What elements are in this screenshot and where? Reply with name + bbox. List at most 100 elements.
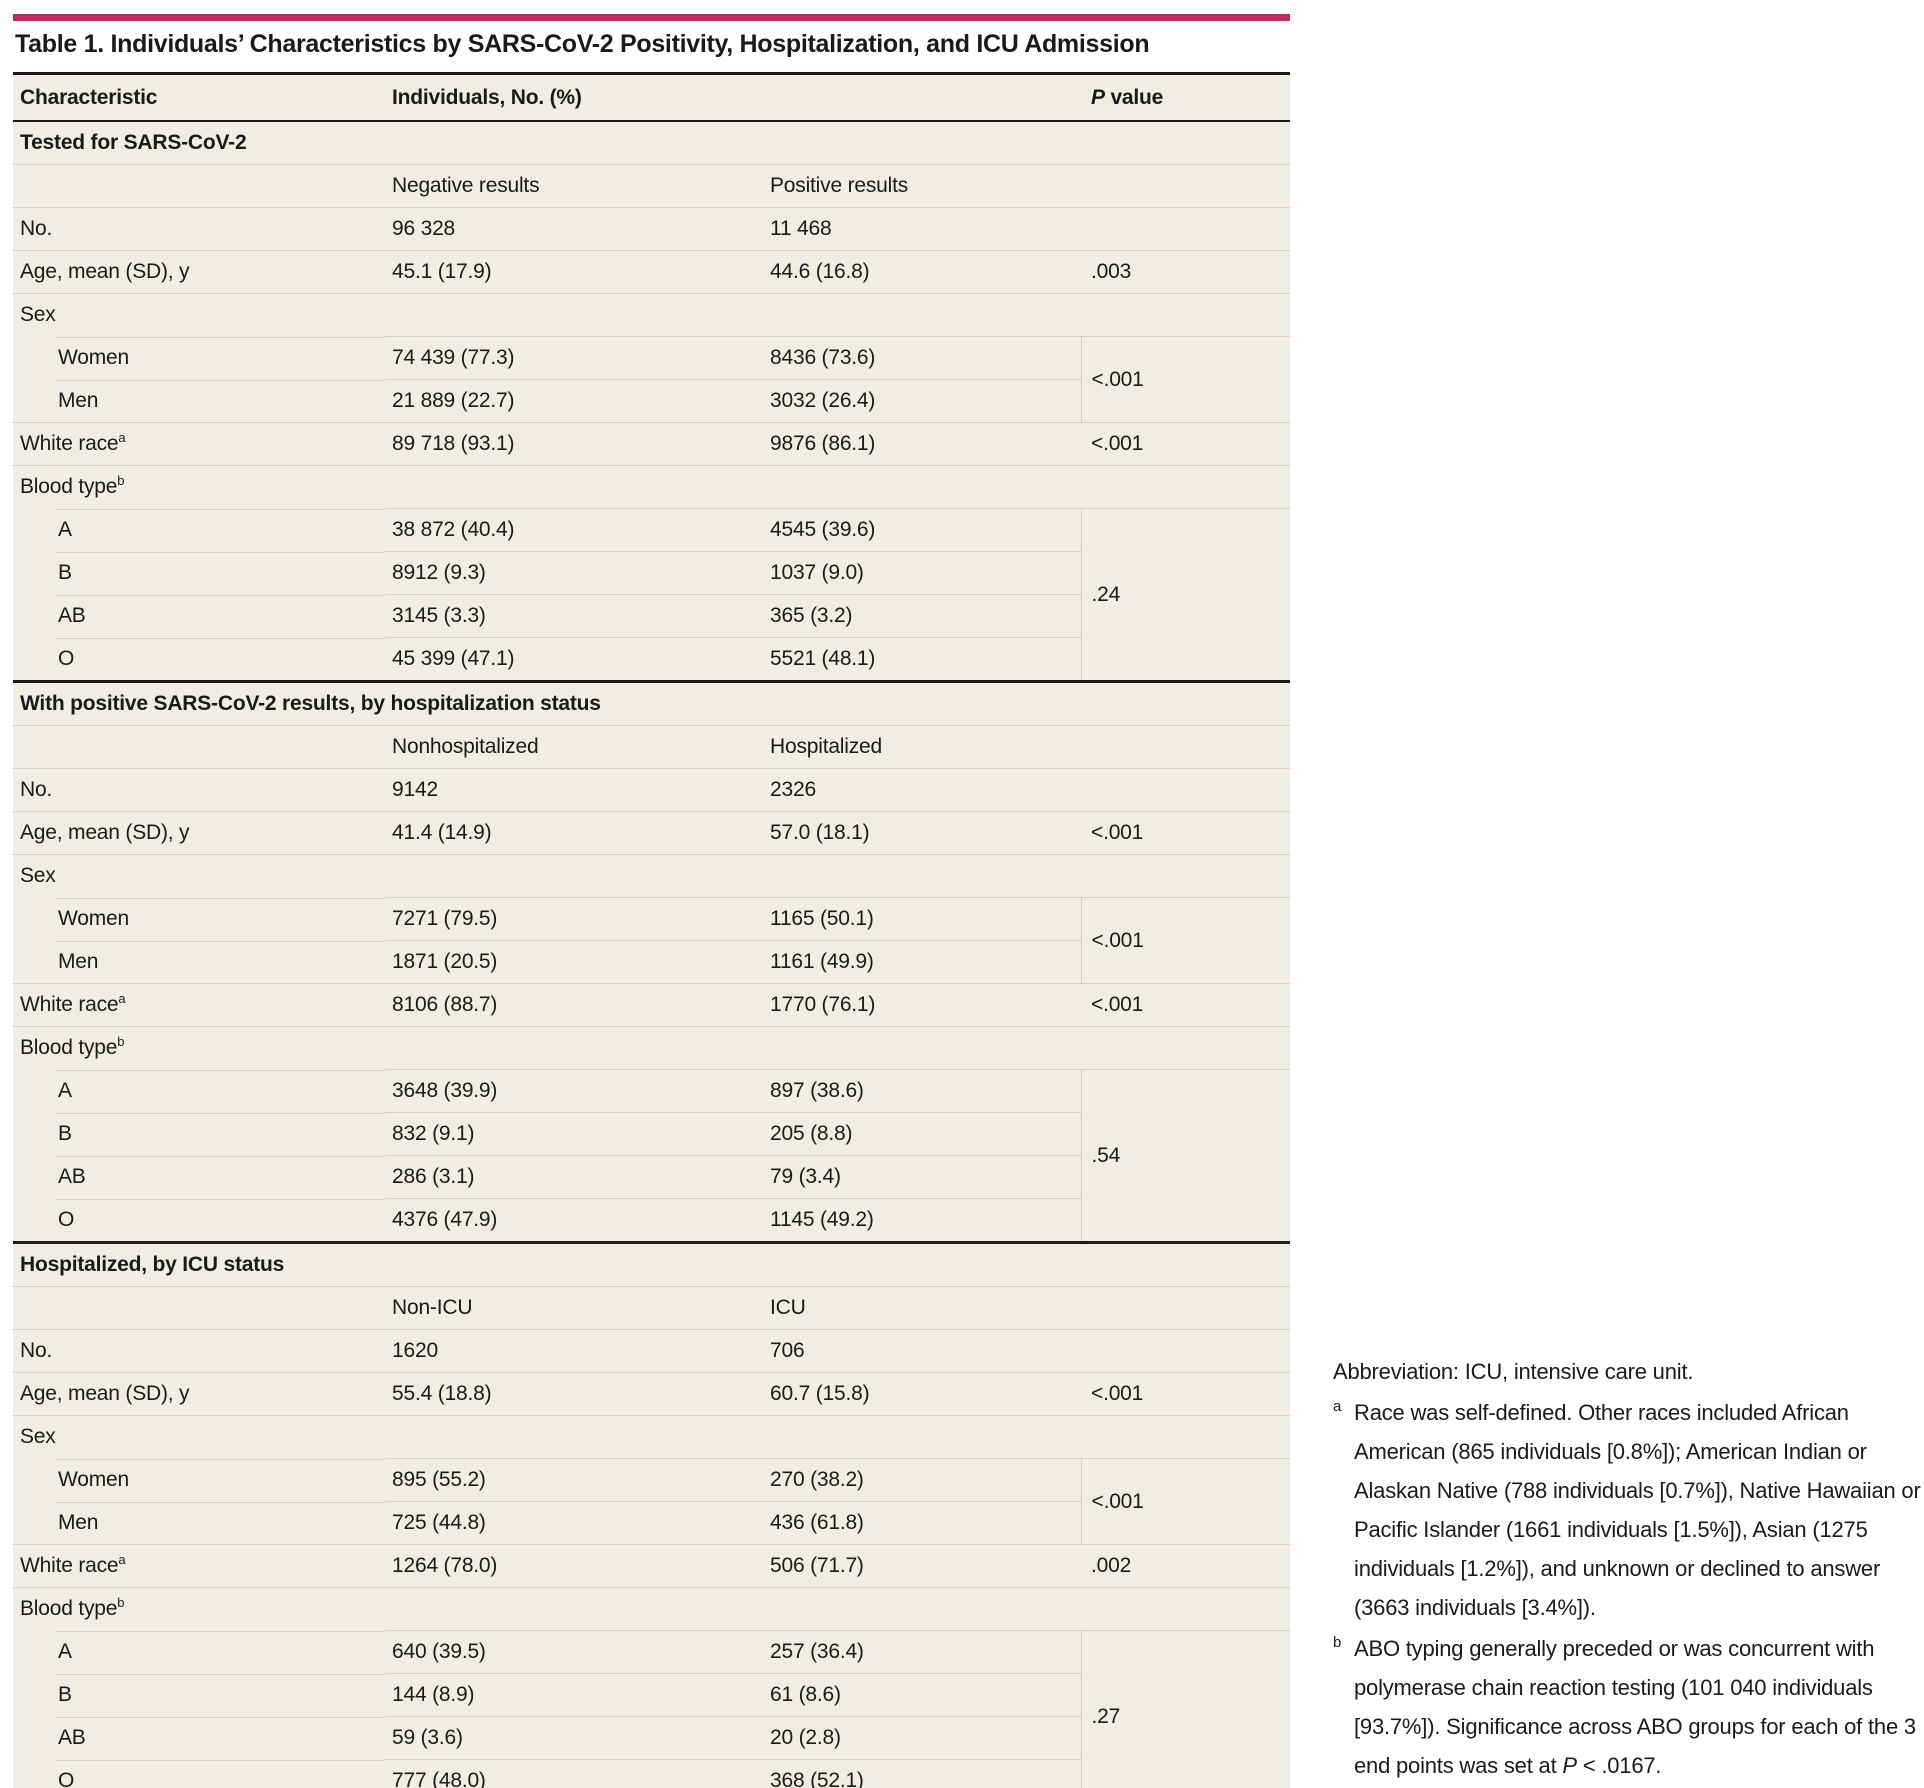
cell-value-a: 74 439 (77.3)	[385, 336, 763, 380]
table-row: No. 96 328 11 468	[13, 207, 1290, 251]
cell-value-b: 1145 (49.2)	[763, 1198, 1081, 1243]
cell-characteristic: No.	[13, 1329, 385, 1373]
cell-value-a: 89 718 (93.1)	[385, 422, 763, 466]
table-panel: Table 1. Individuals’ Characteristics by…	[13, 14, 1290, 1788]
cell-value-a: 59 (3.6)	[385, 1716, 763, 1760]
cell-value-a: 4376 (47.9)	[385, 1198, 763, 1243]
cell-value-a: 640 (39.5)	[385, 1630, 763, 1674]
table-row: No. 1620 706	[13, 1329, 1290, 1373]
cell-col-b-header: Positive results	[763, 164, 1081, 208]
cell-value-a: 41.4 (14.9)	[385, 811, 763, 855]
cell-p-value: .003	[1081, 250, 1290, 294]
footnote-marker: b	[1333, 1634, 1342, 1651]
col-header-pvalue: P value	[1081, 73, 1290, 122]
footnote-ref: a	[118, 991, 126, 1006]
cell-characteristic: AB	[13, 594, 385, 638]
table-body: Tested for SARS-CoV-2 Negative results Pos…	[13, 120, 1290, 1788]
cell-value-b: 4545 (39.6)	[763, 508, 1081, 552]
cell-value-a: 96 328	[385, 207, 763, 251]
table-row: O 45 399 (47.1) 5521 (48.1)	[13, 637, 1290, 682]
column-subheader-row: Non-ICU ICU	[13, 1286, 1290, 1330]
cell-value-a: 832 (9.1)	[385, 1112, 763, 1156]
table-row: Women 7271 (79.5) 1165 (50.1) <.001	[13, 897, 1290, 984]
table-row: White racea 89 718 (93.1) 9876 (86.1) <.001	[13, 422, 1290, 466]
cell-value-b: 79 (3.4)	[763, 1155, 1081, 1199]
cell-characteristic: A	[13, 508, 385, 552]
cell-value-a: 8106 (88.7)	[385, 983, 763, 1027]
cell-value-a: 895 (55.2)	[385, 1458, 763, 1502]
cell-characteristic: Women	[13, 1458, 385, 1502]
cell-characteristic: Age, mean (SD), y	[13, 1372, 385, 1416]
cell-value-b: 706	[763, 1329, 1081, 1373]
cell-characteristic: AB	[13, 1155, 385, 1199]
cell-characteristic: Age, mean (SD), y	[13, 811, 385, 855]
table-title: Table 1. Individuals’ Characteristics by…	[15, 30, 1150, 58]
cell-col-a-header: Non-ICU	[385, 1286, 763, 1330]
cell-characteristic: Women	[13, 336, 385, 380]
cell-p-value	[1081, 1329, 1290, 1373]
cell-value-b: 1161 (49.9)	[763, 940, 1081, 984]
cell-col-b-header: ICU	[763, 1286, 1081, 1330]
cell-value-b: 270 (38.2)	[763, 1458, 1081, 1502]
cell-p-value: .54	[1080, 1069, 1290, 1243]
cell-p-value	[1081, 164, 1290, 208]
cell-p-value	[1081, 768, 1290, 812]
table-row: Men 725 (44.8) 436 (61.8)	[13, 1501, 1290, 1545]
cell-characteristic: Women	[13, 897, 385, 941]
footnotes: Abbreviation: ICU, intensive care unit. a…	[1333, 1352, 1921, 1785]
table-row: Age, mean (SD), y 41.4 (14.9) 57.0 (18.1) <…	[13, 811, 1290, 855]
cell-characteristic: O	[13, 1759, 385, 1788]
table-row: A 3648 (39.9) 897 (38.6) .54	[13, 1069, 1290, 1243]
table-row: Blood typeb	[13, 465, 1290, 509]
table-row: Age, mean (SD), y 45.1 (17.9) 44.6 (16.8).…	[13, 250, 1290, 294]
cell-value-a: 8912 (9.3)	[385, 551, 763, 595]
cell-characteristic: Sex	[13, 1415, 1290, 1459]
table-header-row: Characteristic Individuals, No. (%) P va…	[13, 73, 1290, 122]
cell-p-value: <.001	[1081, 811, 1290, 855]
cell-characteristic: Men	[13, 940, 385, 984]
footnote-text: Abbreviation: ICU, intensive care unit.	[1333, 1359, 1694, 1384]
cell-value-b: 257 (36.4)	[763, 1630, 1081, 1674]
cell-value-b: 365 (3.2)	[763, 594, 1081, 638]
cell-value-b: 506 (71.7)	[763, 1544, 1081, 1588]
section-title: Tested for SARS-CoV-2	[13, 120, 1290, 165]
cell-value-a: 55.4 (18.8)	[385, 1372, 763, 1416]
cell-characteristic: O	[13, 637, 385, 682]
column-subheader-row: Nonhospitalized Hospitalized	[13, 725, 1290, 769]
cell-value-b: 8436 (73.6)	[763, 336, 1081, 380]
col-header-characteristic: Characteristic	[13, 73, 385, 122]
cell-value-b: 61 (8.6)	[763, 1673, 1081, 1717]
cell-characteristic: A	[13, 1630, 385, 1674]
cell-value-b: 60.7 (15.8)	[763, 1372, 1081, 1416]
cell-characteristic: Sex	[13, 854, 1290, 898]
section-header-row: Hospitalized, by ICU status	[13, 1241, 1290, 1287]
table-row: Men 21 889 (22.7) 3032 (26.4)	[13, 379, 1290, 423]
footnote-ref: a	[118, 430, 126, 445]
cell-characteristic: O	[13, 1198, 385, 1243]
table-accent-bar	[13, 14, 1290, 21]
cell-characteristic: White racea	[13, 983, 385, 1027]
cell-characteristic	[13, 725, 385, 769]
cell-characteristic: Blood typeb	[13, 465, 1290, 509]
footnote-item: a Race was self-defined. Other races incl…	[1333, 1393, 1921, 1627]
cell-characteristic: A	[13, 1069, 385, 1113]
cell-p-value: .24	[1080, 508, 1290, 682]
cell-value-a: 7271 (79.5)	[385, 897, 763, 941]
footnote-item: Abbreviation: ICU, intensive care unit.	[1333, 1352, 1921, 1391]
cell-value-b: 2326	[763, 768, 1081, 812]
cell-value-a: 9142	[385, 768, 763, 812]
footnote-marker: a	[1333, 1398, 1342, 1415]
table-row: Sex	[13, 1415, 1290, 1459]
table-row: B 832 (9.1) 205 (8.8)	[13, 1112, 1290, 1156]
table-row: Women 74 439 (77.3) 8436 (73.6) <.001	[13, 336, 1290, 423]
cell-characteristic: Men	[13, 379, 385, 423]
table-row: Sex	[13, 854, 1290, 898]
cell-p-value	[1081, 207, 1290, 251]
cell-value-a: 45 399 (47.1)	[385, 637, 763, 682]
p-italic: P	[1562, 1753, 1577, 1778]
cell-value-b: 897 (38.6)	[763, 1069, 1081, 1113]
cell-p-value: <.001	[1080, 336, 1290, 423]
cell-characteristic: B	[13, 1673, 385, 1717]
table-row: AB 3145 (3.3) 365 (3.2)	[13, 594, 1290, 638]
cell-characteristic: B	[13, 1112, 385, 1156]
